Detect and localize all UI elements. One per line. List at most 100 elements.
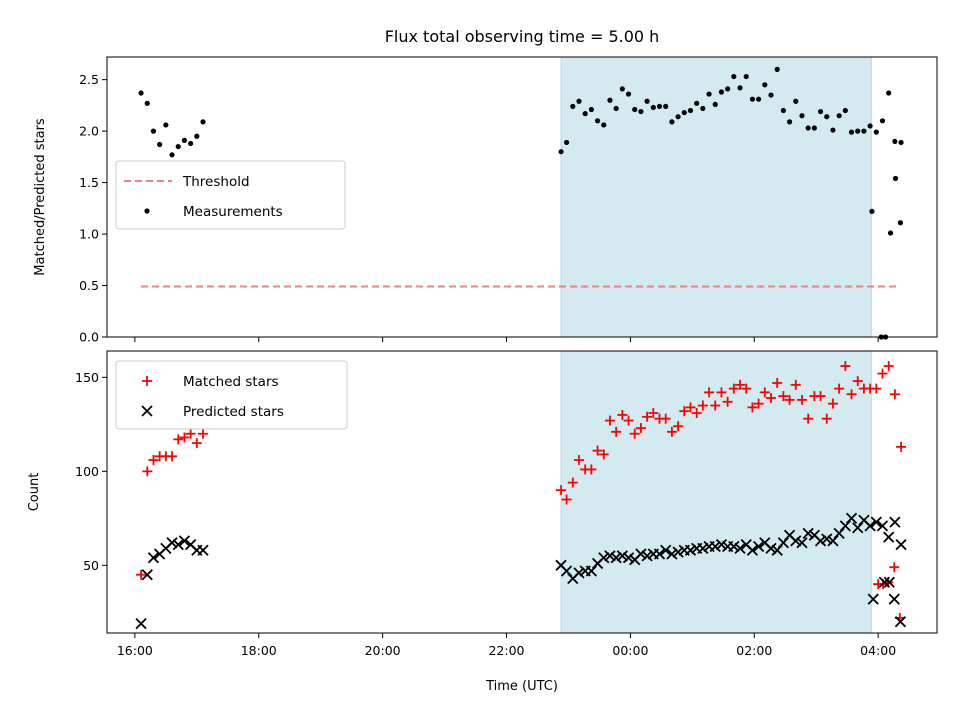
predicted-stars-point bbox=[147, 552, 160, 564]
predicted-stars-point bbox=[666, 548, 678, 560]
measurement-point bbox=[793, 98, 799, 104]
ratio-panel-frame bbox=[106, 56, 938, 338]
matched-stars-point bbox=[803, 413, 814, 424]
measurement-point bbox=[786, 119, 793, 125]
predicted-stars-point bbox=[635, 548, 647, 560]
measurement-point bbox=[601, 122, 607, 128]
measurement-point bbox=[743, 73, 749, 80]
measurement-point bbox=[632, 106, 638, 113]
ratio-panel-shaded-region bbox=[560, 56, 872, 338]
measurement-point bbox=[805, 125, 811, 131]
matched-stars-point bbox=[759, 387, 770, 398]
predicted-stars-point bbox=[573, 567, 585, 579]
predicted-stars-point bbox=[660, 544, 672, 556]
matched-stars-point bbox=[185, 428, 196, 439]
measurement-point bbox=[737, 85, 743, 91]
matched-stars-point bbox=[747, 402, 758, 413]
matched-stars-point bbox=[722, 396, 733, 407]
matched-stars-point bbox=[883, 361, 894, 372]
matched-stars-point bbox=[871, 383, 882, 394]
matched-stars-point bbox=[766, 393, 776, 403]
measurement-point bbox=[681, 109, 687, 116]
y-tick-label: 1.0 bbox=[79, 227, 99, 242]
measurement-point bbox=[675, 114, 681, 120]
x-tick-label: 02:00 bbox=[736, 643, 772, 658]
count-legend-predicted-swatch bbox=[141, 405, 153, 417]
predicted-stars-point bbox=[864, 520, 876, 532]
predicted-stars-point bbox=[876, 520, 889, 532]
y-tick-label: 50 bbox=[83, 558, 99, 573]
measurement-point bbox=[558, 149, 564, 155]
measurement-point bbox=[625, 91, 632, 97]
predicted-stars-point bbox=[883, 531, 895, 543]
x-tick-label: 18:00 bbox=[241, 643, 277, 658]
matched-stars-point bbox=[673, 421, 684, 432]
measurement-point bbox=[163, 122, 169, 128]
measurement-point bbox=[194, 133, 200, 139]
matched-stars-point bbox=[635, 423, 646, 434]
measurement-point bbox=[861, 128, 867, 134]
chart-title: Flux total observing time = 5.00 h bbox=[385, 27, 660, 46]
x-tick-label: 00:00 bbox=[612, 643, 648, 658]
count-legend-box bbox=[115, 360, 348, 430]
ratio-panel-ylabel: Matched/Predicted stars bbox=[33, 118, 48, 276]
count-legend-matched-swatch bbox=[142, 376, 152, 386]
matched-stars-point bbox=[784, 394, 795, 405]
measurement-point bbox=[619, 86, 625, 92]
predicted-stars-point bbox=[878, 576, 890, 588]
matched-stars-point bbox=[753, 398, 764, 409]
matched-stars-point bbox=[827, 398, 838, 409]
measurement-point bbox=[150, 128, 157, 134]
measurement-point bbox=[879, 118, 886, 124]
count-legend-predicted-label: Predicted stars bbox=[183, 404, 284, 420]
predicted-stars-point bbox=[870, 516, 882, 528]
matched-stars-point bbox=[556, 485, 567, 496]
matched-stars-point bbox=[142, 466, 153, 477]
predicted-stars-point bbox=[141, 569, 153, 581]
measurement-point bbox=[887, 230, 894, 236]
predicted-stars-point bbox=[802, 527, 814, 539]
matched-stars-point bbox=[697, 400, 708, 411]
measurement-point bbox=[157, 141, 163, 148]
measurement-point bbox=[873, 129, 879, 135]
measurement-point bbox=[582, 111, 588, 117]
predicted-stars-point bbox=[752, 540, 765, 553]
measurement-point bbox=[570, 103, 576, 110]
predicted-stars-point bbox=[709, 540, 721, 553]
predicted-stars-point bbox=[610, 552, 622, 564]
measurement-point bbox=[706, 91, 712, 97]
matched-stars-point bbox=[679, 406, 690, 417]
matched-stars-point bbox=[611, 426, 622, 437]
measurement-point bbox=[200, 119, 206, 125]
predicted-stars-point bbox=[790, 535, 802, 547]
measurement-point bbox=[824, 114, 830, 120]
predicted-stars-point bbox=[777, 537, 790, 549]
measurement-point bbox=[656, 103, 663, 110]
x-tick-label: 04:00 bbox=[860, 643, 896, 658]
y-tick-label: 1.5 bbox=[79, 175, 99, 190]
predicted-stars-point bbox=[715, 539, 728, 551]
matched-stars-point bbox=[198, 428, 209, 439]
measurement-point bbox=[749, 96, 756, 102]
predicted-stars-point bbox=[178, 535, 191, 547]
measurement-point bbox=[799, 113, 805, 119]
ratio-legend: Threshold Measurements bbox=[115, 160, 346, 230]
measurement-point bbox=[712, 101, 718, 107]
count-legend: Matched stars Predicted stars bbox=[115, 360, 348, 430]
matched-stars-point bbox=[592, 445, 603, 456]
predicted-stars-point bbox=[833, 527, 845, 539]
predicted-stars-point bbox=[814, 535, 827, 547]
predicted-stars-point bbox=[734, 542, 746, 555]
x-tick-label: 20:00 bbox=[365, 643, 401, 658]
matched-stars-point bbox=[617, 409, 628, 420]
measurement-point bbox=[181, 137, 188, 143]
matched-stars-point bbox=[852, 376, 863, 387]
measurement-point bbox=[892, 175, 899, 182]
matched-stars-point bbox=[778, 391, 789, 402]
ratio-legend-box bbox=[115, 160, 346, 230]
predicted-stars-point bbox=[697, 542, 709, 555]
predicted-stars-point bbox=[616, 550, 628, 562]
predicted-stars-point bbox=[622, 552, 635, 564]
measurement-point bbox=[869, 208, 875, 215]
